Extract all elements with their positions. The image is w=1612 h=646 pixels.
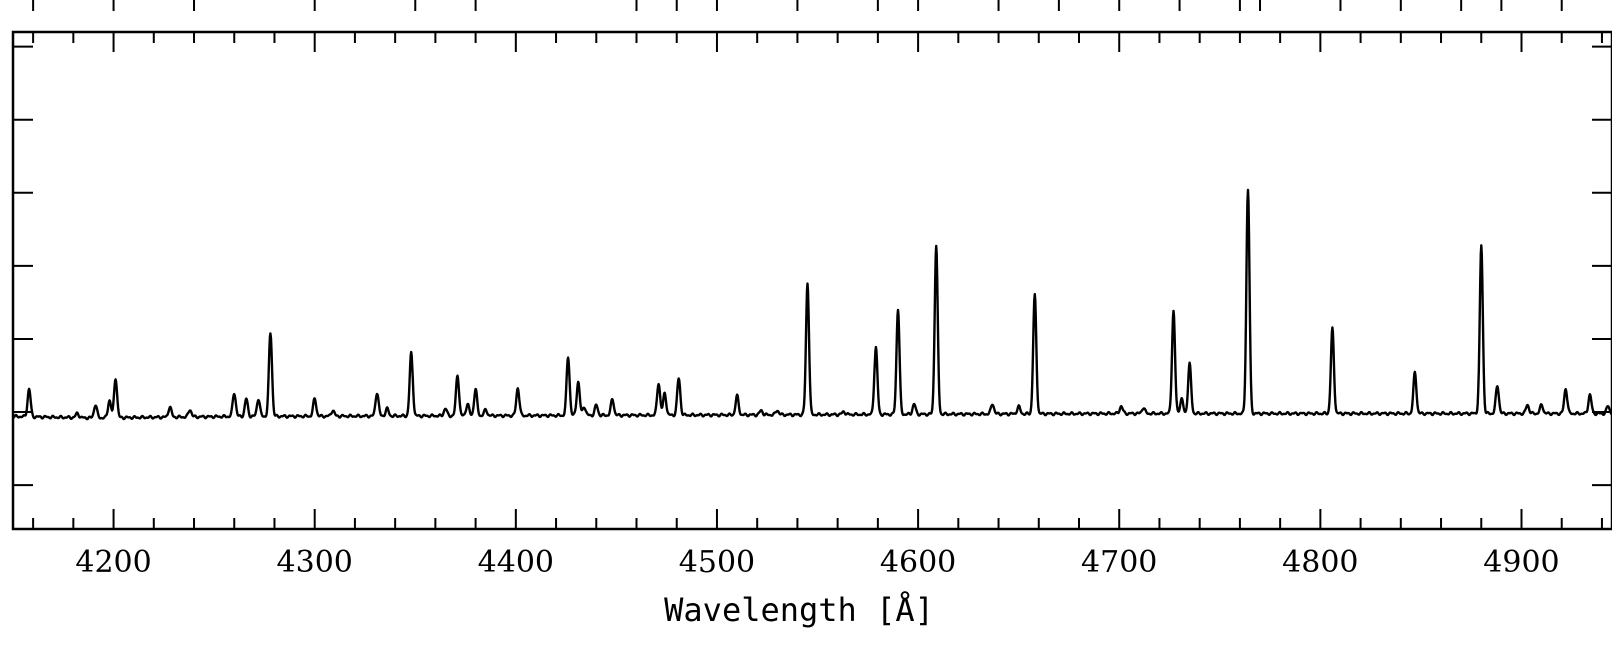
x-tick-label: 4500: [679, 545, 755, 580]
x-axis-ticks: [32, 32, 1603, 529]
top-edge-ticks: [32, 0, 1563, 11]
spectrum-line: [12, 188, 1612, 421]
x-tick-label: 4600: [880, 545, 956, 580]
y-axis-ticks: [13, 45, 1612, 487]
x-tick-label: 4200: [75, 545, 151, 580]
x-axis-tick-labels: 4200 4300 4400 4500 4600 4700 4800 4900: [75, 545, 1559, 580]
x-tick-label: 4900: [1483, 545, 1559, 580]
x-axis-title: Wavelength [Å]: [664, 591, 934, 629]
x-tick-label: 4400: [478, 545, 554, 580]
x-tick-label: 4300: [277, 545, 353, 580]
plot-frame: [11, 30, 1612, 531]
x-tick-label: 4700: [1081, 545, 1157, 580]
x-tick-label: 4800: [1282, 545, 1358, 580]
